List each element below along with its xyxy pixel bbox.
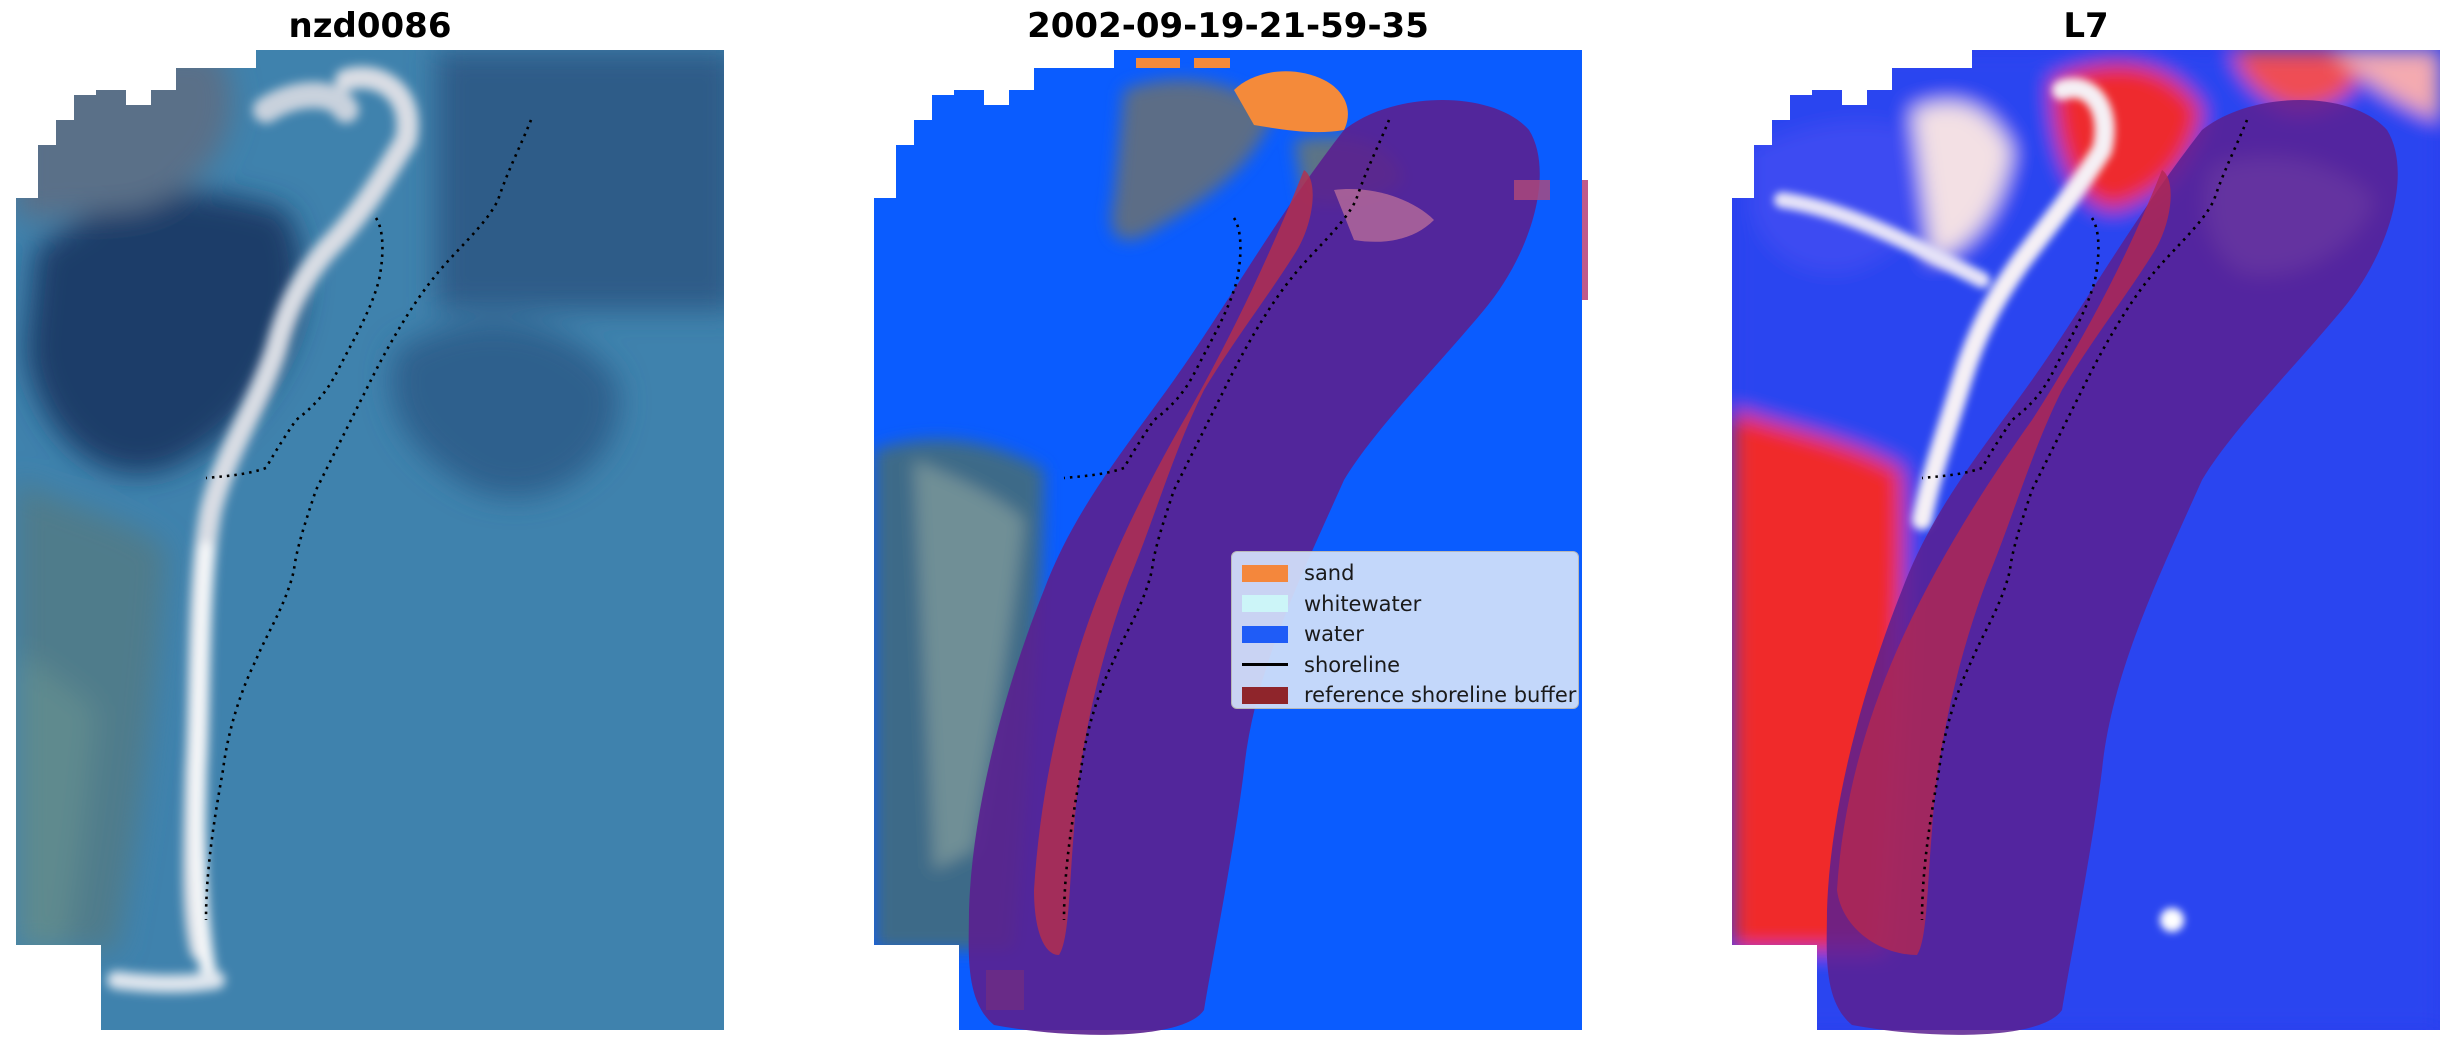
- whitewater-swatch: [1242, 595, 1288, 613]
- legend-item-shoreline: shoreline: [1242, 650, 1568, 681]
- index-image-panel: [1732, 50, 2440, 1035]
- reference-shoreline-buffer-overlay-index: [1826, 100, 2398, 1035]
- legend-item-water: water: [1242, 619, 1568, 650]
- shoreline-line-swatch: [1242, 663, 1288, 667]
- water-swatch: [1242, 625, 1288, 643]
- legend-label: reference shoreline buffer: [1304, 683, 1577, 708]
- legend-item-reference-shoreline-buffer: reference shoreline buffer: [1242, 680, 1576, 711]
- legend-label: shoreline: [1304, 652, 1401, 677]
- legend-label: water: [1304, 622, 1364, 647]
- buffer-swatch: [1242, 686, 1288, 704]
- legend-item-whitewater: whitewater: [1242, 589, 1568, 620]
- panel-title-index: L7: [2063, 6, 2109, 46]
- panel-title-rgb: nzd0086: [288, 6, 452, 46]
- sand-swatch: [1242, 564, 1288, 582]
- classified-image-panel: [874, 50, 1588, 1035]
- legend-label: whitewater: [1304, 591, 1422, 616]
- legend: sand whitewater water shoreline referenc…: [1231, 551, 1579, 709]
- legend-item-sand: sand: [1242, 558, 1568, 589]
- rgb-image-panel: [16, 50, 724, 1030]
- legend-label: sand: [1304, 561, 1355, 586]
- panel-title-classified: 2002-09-19-21-59-35: [1027, 6, 1429, 46]
